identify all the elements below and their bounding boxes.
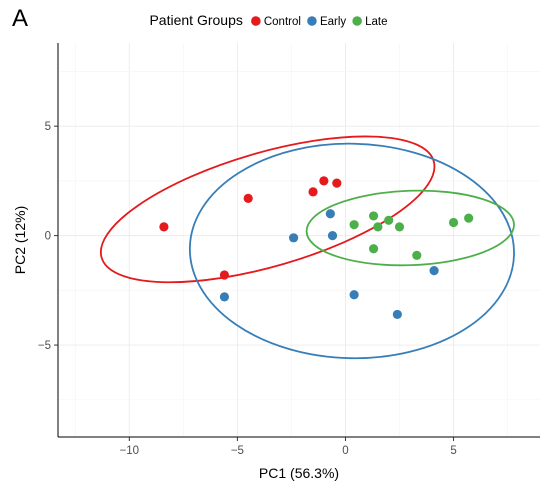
point-control (319, 176, 329, 186)
point-early (327, 231, 338, 241)
y-tick-label: −5 (38, 340, 51, 352)
x-tick-label: 0 (342, 445, 348, 457)
legend-key-control (251, 16, 261, 26)
y-tick-label: 5 (45, 121, 51, 133)
ellipse-control (99, 135, 436, 284)
legend-key-early (307, 16, 317, 26)
legend-title: Patient Groups (149, 12, 242, 28)
plot-area: −10 −5 0 5 −5 0 5 (38, 43, 540, 457)
point-late (384, 215, 394, 225)
point-early (349, 290, 359, 300)
point-late (373, 222, 383, 232)
legend-key-late (352, 16, 362, 26)
legend-label-late: Late (365, 16, 387, 28)
x-tick-label: −10 (120, 445, 140, 457)
ellipse-late (305, 189, 515, 267)
point-late (464, 213, 474, 223)
legend-label-control: Control (264, 16, 301, 28)
x-tick-label: 5 (450, 445, 456, 457)
point-early (429, 266, 439, 276)
point-early (392, 309, 402, 320)
ellipse-early (188, 142, 515, 360)
panel-label: A (12, 5, 28, 32)
point-early (325, 209, 335, 219)
point-late (368, 211, 379, 221)
x-tick-label: −5 (231, 445, 244, 457)
point-control (243, 193, 253, 204)
point-late (368, 244, 379, 254)
y-tick-label: 0 (45, 231, 51, 243)
point-control (219, 270, 230, 280)
point-control (308, 187, 318, 197)
point-early (288, 233, 299, 243)
point-early (219, 292, 230, 302)
legend-label-early: Early (320, 16, 346, 28)
y-axis-title: PC2 (12%) (12, 206, 28, 274)
point-control (159, 222, 169, 232)
x-axis-title: PC1 (56.3%) (259, 465, 339, 481)
point-late (448, 217, 459, 228)
point-late (412, 250, 422, 260)
point-late (349, 220, 359, 230)
legend: Patient Groups Control Early Late (149, 12, 387, 28)
point-control (332, 178, 342, 188)
point-late (394, 222, 405, 232)
